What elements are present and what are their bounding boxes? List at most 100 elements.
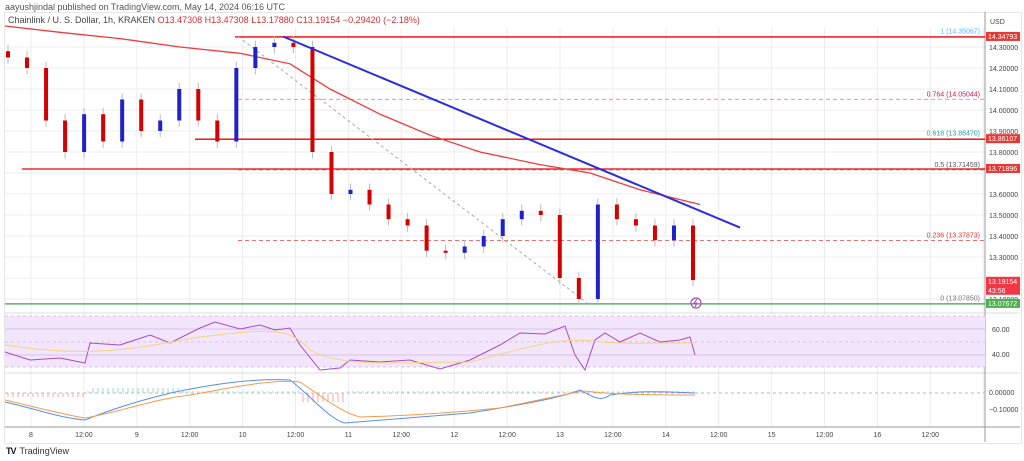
candle-body bbox=[215, 120, 220, 142]
candle-body bbox=[63, 120, 68, 152]
time-axis-tick: 12:00 bbox=[181, 432, 199, 439]
footer: TV TradingView bbox=[6, 446, 69, 456]
price-tag-value: 13.86107 bbox=[988, 136, 1017, 143]
price-tag-value: 13.19154 bbox=[988, 279, 1017, 286]
ohlc-open: O13.47308 bbox=[157, 15, 203, 25]
rsi-line bbox=[4, 321, 696, 372]
candle-body bbox=[348, 189, 353, 194]
candle-body bbox=[82, 114, 87, 152]
candle-body bbox=[101, 114, 106, 142]
fib-diagonal-line bbox=[237, 36, 589, 305]
price-axis-tick: 13.30000 bbox=[989, 255, 1018, 262]
price-tag bbox=[986, 134, 1020, 144]
rsi-band bbox=[5, 316, 985, 367]
candle-body bbox=[481, 236, 486, 247]
chart-frame[interactable] bbox=[4, 12, 1022, 444]
candle-body bbox=[595, 204, 600, 299]
price-axis-tick: 14.00000 bbox=[989, 108, 1018, 115]
rsi-ma-line bbox=[4, 330, 696, 364]
time-axis-tick: 11 bbox=[345, 432, 352, 439]
published-caption: aayushjindal published on TradingView.co… bbox=[5, 2, 286, 12]
time-axis-tick: 12:00 bbox=[604, 432, 622, 439]
countdown-timer: 43:56 bbox=[988, 288, 1006, 295]
time-axis-tick: 12:00 bbox=[287, 432, 305, 439]
candle-body bbox=[671, 225, 676, 241]
candle-body bbox=[367, 189, 372, 205]
candle-body bbox=[196, 89, 201, 121]
time-axis-tick: 13 bbox=[556, 432, 564, 439]
candle-body bbox=[500, 219, 505, 236]
price-axis-tick: 14.10000 bbox=[989, 87, 1018, 94]
price-tag-value: 14.34793 bbox=[988, 34, 1017, 41]
time-axis-tick: 16 bbox=[874, 432, 882, 439]
time-axis-tick: 12:00 bbox=[922, 432, 940, 439]
price-tag-value: 13.71896 bbox=[988, 166, 1017, 173]
macd-signal-line bbox=[4, 380, 696, 419]
candle-body bbox=[6, 51, 10, 58]
time-axis-tick: 12:00 bbox=[75, 432, 93, 439]
candle-body bbox=[253, 47, 258, 68]
time-axis-tick: 10 bbox=[239, 432, 247, 439]
symbol-title: Chainlink / U. S. Dollar, 1h, KRAKEN bbox=[8, 15, 156, 25]
price-axis-tick: 13.40000 bbox=[989, 234, 1018, 241]
ohlc-high: H13.47308 bbox=[204, 15, 249, 25]
price-axis-tick: 14.20000 bbox=[989, 66, 1018, 73]
candle-body bbox=[158, 120, 163, 131]
ohlc-change: −0.29420 (−2.18%) bbox=[342, 15, 420, 25]
candle-body bbox=[386, 204, 391, 220]
candle-body bbox=[177, 89, 182, 121]
time-axis-tick: 15 bbox=[768, 432, 776, 439]
price-axis-tick: 13.80000 bbox=[989, 150, 1018, 157]
time-axis-tick: 14 bbox=[662, 432, 670, 439]
candle-body bbox=[538, 210, 543, 215]
time-axis-tick: 12:00 bbox=[498, 432, 516, 439]
candle-body bbox=[652, 225, 657, 241]
macd-axis-tick: −0.10000 bbox=[989, 407, 1018, 414]
price-axis-tick: 13.90000 bbox=[989, 129, 1018, 136]
time-axis-tick: 12:00 bbox=[710, 432, 728, 439]
price-axis-tick: 14.30000 bbox=[989, 45, 1018, 52]
alert-lightning-icon[interactable] bbox=[690, 297, 702, 309]
fib-level-label: 0.5 (13.71459) bbox=[934, 162, 980, 169]
tradingview-logo-icon: TV bbox=[6, 446, 16, 456]
ohlc-low: L13.17880 bbox=[251, 15, 294, 25]
moving-average-line bbox=[4, 25, 701, 206]
axis-currency: USD bbox=[990, 19, 1005, 26]
candle-body bbox=[234, 68, 239, 142]
candle-body bbox=[310, 47, 315, 152]
candle-body bbox=[139, 99, 144, 131]
candle-body bbox=[557, 215, 562, 278]
descending-trendline[interactable] bbox=[282, 35, 741, 229]
fib-level-label: 0 (13.07850) bbox=[940, 296, 980, 303]
candle-body bbox=[120, 99, 125, 142]
rsi-axis-tick: 40.00 bbox=[992, 352, 1010, 359]
time-axis-tick: 12 bbox=[450, 432, 458, 439]
price-tag bbox=[986, 31, 1020, 41]
fib-level-label: 1 (14.35067) bbox=[940, 28, 980, 35]
macd-line bbox=[4, 379, 696, 424]
fib-level-label: 0.764 (14.05044) bbox=[927, 91, 980, 98]
candle-body bbox=[405, 219, 410, 226]
candle-body bbox=[633, 219, 638, 226]
candle-body bbox=[272, 42, 277, 47]
tradingview-brand: TradingView bbox=[19, 446, 70, 456]
fib-level-label: 0.236 (13.37873) bbox=[927, 232, 980, 239]
candle-body bbox=[614, 204, 619, 220]
time-axis-tick: 9 bbox=[135, 432, 139, 439]
candle-body bbox=[691, 225, 695, 281]
fib-level-label: 0.618 (13.86470) bbox=[927, 130, 980, 137]
candle-body bbox=[329, 152, 334, 194]
price-axis-tick: 13.60000 bbox=[989, 192, 1018, 199]
candle-body bbox=[424, 225, 429, 251]
candle-body bbox=[44, 68, 49, 121]
rsi-axis-tick: 60.00 bbox=[992, 327, 1010, 334]
candle-body bbox=[519, 210, 524, 220]
price-axis-tick: 13.50000 bbox=[989, 213, 1018, 220]
ohlc-close: C13.19154 bbox=[296, 15, 341, 25]
price-tag-value: 13.07672 bbox=[988, 301, 1017, 308]
price-tag bbox=[986, 298, 1020, 308]
candle-body bbox=[25, 57, 30, 68]
candle-body bbox=[443, 250, 448, 253]
macd-axis-tick: 0.00000 bbox=[989, 390, 1014, 397]
